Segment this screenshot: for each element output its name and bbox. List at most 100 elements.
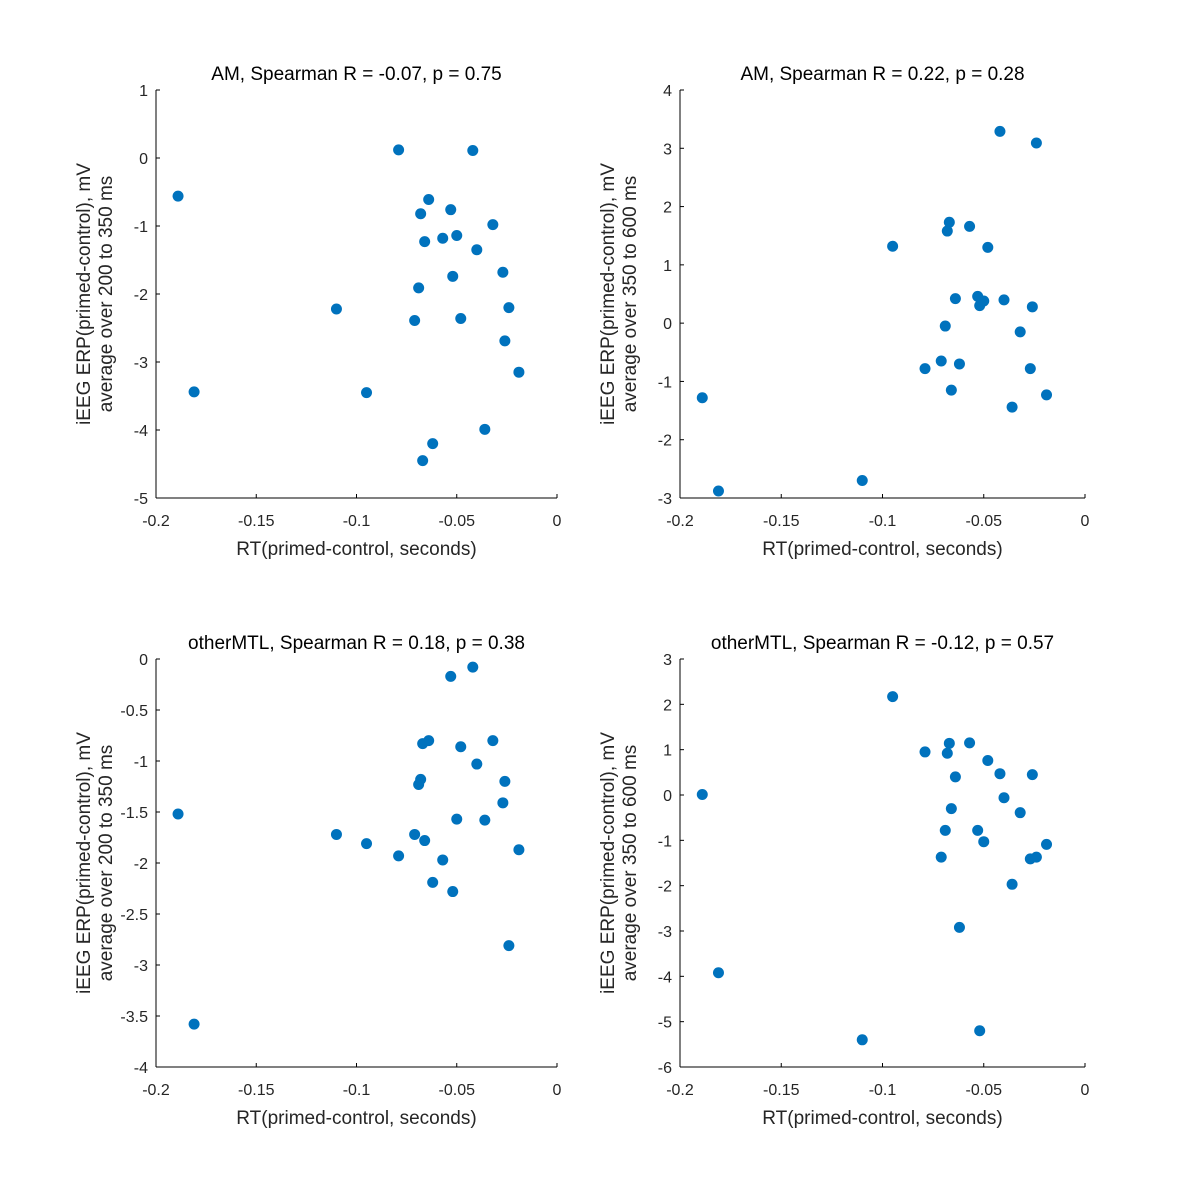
x-tick-label: -0.2	[666, 1082, 694, 1099]
data-point	[503, 302, 515, 314]
data-point	[964, 220, 976, 232]
y-axis-label-line: average over 200 to 350 ms	[96, 176, 117, 413]
y-tick-label: -1	[658, 833, 672, 850]
data-point	[451, 813, 463, 825]
x-axis-label: RT(primed-control, seconds)	[236, 1108, 476, 1129]
data-point	[427, 876, 439, 888]
y-axis-label-line: average over 350 to 600 ms	[620, 745, 641, 982]
data-point	[964, 737, 976, 749]
data-point	[513, 844, 525, 856]
x-tick-label: -0.05	[966, 513, 1003, 530]
data-point	[1026, 769, 1038, 781]
data-point	[1006, 878, 1018, 890]
y-tick-label: -4	[134, 1060, 148, 1077]
y-tick-label: -0.5	[120, 703, 148, 720]
y-axis-label-line: iEEG ERP(primed-control), mV	[598, 732, 619, 994]
data-point	[423, 735, 435, 747]
scatter-panel-1: -0.2 -0.15 -0.1 -0.05 0 -5 -4 -3 -2 -1 0 1 AM, Spear…	[74, 64, 562, 560]
data-point	[467, 145, 479, 157]
y-tick-label: -4	[134, 423, 148, 440]
chart-title: otherMTL, Spearman R = 0.18, p = 0.38	[188, 633, 525, 654]
y-tick-label: -2	[658, 879, 672, 896]
y-axis-label: iEEG ERP(primed-control), mVaverage over…	[598, 732, 641, 994]
y-tick-label: 0	[139, 151, 148, 168]
x-tick-label: 0	[1081, 1082, 1090, 1099]
x-tick-label: -0.1	[869, 513, 897, 530]
y-tick-label: 4	[663, 83, 672, 100]
data-point	[471, 244, 483, 256]
y-tick-label: 2	[663, 200, 672, 217]
data-point	[941, 747, 953, 759]
y-tick-label: -3	[658, 924, 672, 941]
y-tick-label: 3	[663, 652, 672, 669]
y-tick-label: -1	[134, 754, 148, 771]
data-point	[887, 691, 899, 703]
scatter-panel-2: -0.2 -0.15 -0.1 -0.05 0 -3 -2 -1 0 1 2 3 4 AM, Spearm…	[598, 64, 1090, 560]
data-point	[935, 355, 947, 367]
data-point	[943, 737, 955, 749]
data-point	[887, 240, 899, 252]
data-point	[437, 232, 449, 244]
data-point	[978, 836, 990, 848]
data-point	[953, 921, 965, 933]
data-point	[998, 294, 1010, 306]
chart-title: otherMTL, Spearman R = -0.12, p = 0.57	[711, 633, 1054, 654]
data-point	[172, 190, 184, 202]
data-point	[712, 485, 724, 497]
data-point	[1030, 851, 1042, 863]
data-point	[467, 661, 479, 673]
data-point	[417, 455, 429, 467]
data-point	[974, 1025, 986, 1037]
data-point	[1014, 326, 1026, 338]
y-tick-label: 0	[663, 316, 672, 333]
data-point	[447, 270, 459, 282]
data-point	[696, 789, 708, 801]
data-point	[445, 204, 457, 216]
data-point	[1026, 301, 1038, 313]
data-point	[513, 366, 525, 378]
y-tick-label: -1	[658, 374, 672, 391]
x-tick-label: -0.1	[343, 1082, 371, 1099]
data-point	[972, 824, 984, 836]
y-tick-label: -5	[658, 1015, 672, 1032]
x-tick-label: -0.05	[439, 1082, 476, 1099]
data-point	[409, 828, 421, 840]
data-point	[393, 144, 405, 156]
y-axis-label: iEEG ERP(primed-control), mVaverage over…	[598, 163, 641, 425]
data-point	[939, 824, 951, 836]
y-tick-label: -3	[134, 958, 148, 975]
y-axis-label-line: iEEG ERP(primed-control), mV	[598, 163, 619, 425]
data-point	[361, 387, 373, 399]
data-point	[1041, 389, 1053, 401]
data-point	[949, 771, 961, 783]
scatter-panel-4: -0.2 -0.15 -0.1 -0.05 0 -6 -5 -4 -3 -2 -1 0 1 2 3 other…	[598, 633, 1090, 1129]
data-point	[982, 755, 994, 767]
data-point	[409, 315, 421, 327]
data-point	[487, 735, 499, 747]
data-point	[919, 746, 931, 758]
data-point	[423, 193, 435, 205]
data-point	[487, 219, 499, 231]
data-point	[479, 423, 491, 435]
data-point	[361, 838, 373, 850]
data-point	[188, 386, 200, 398]
y-tick-label: -2.5	[120, 907, 148, 924]
y-tick-label: -3	[134, 355, 148, 372]
data-point	[939, 320, 951, 332]
data-point	[712, 967, 724, 979]
x-tick-label: 0	[553, 513, 562, 530]
y-tick-label: -2	[134, 856, 148, 873]
y-tick-label: 0	[663, 788, 672, 805]
data-point	[427, 438, 439, 450]
y-tick-label: -3	[658, 491, 672, 508]
data-point	[945, 384, 957, 396]
data-point	[994, 768, 1006, 780]
x-tick-label: -0.2	[666, 513, 694, 530]
data-point	[982, 241, 994, 253]
data-point	[943, 216, 955, 228]
y-tick-label: -1	[134, 219, 148, 236]
data-point	[941, 225, 953, 237]
data-point	[503, 940, 515, 952]
y-axis-label: iEEG ERP(primed-control), mVaverage over…	[74, 732, 117, 994]
